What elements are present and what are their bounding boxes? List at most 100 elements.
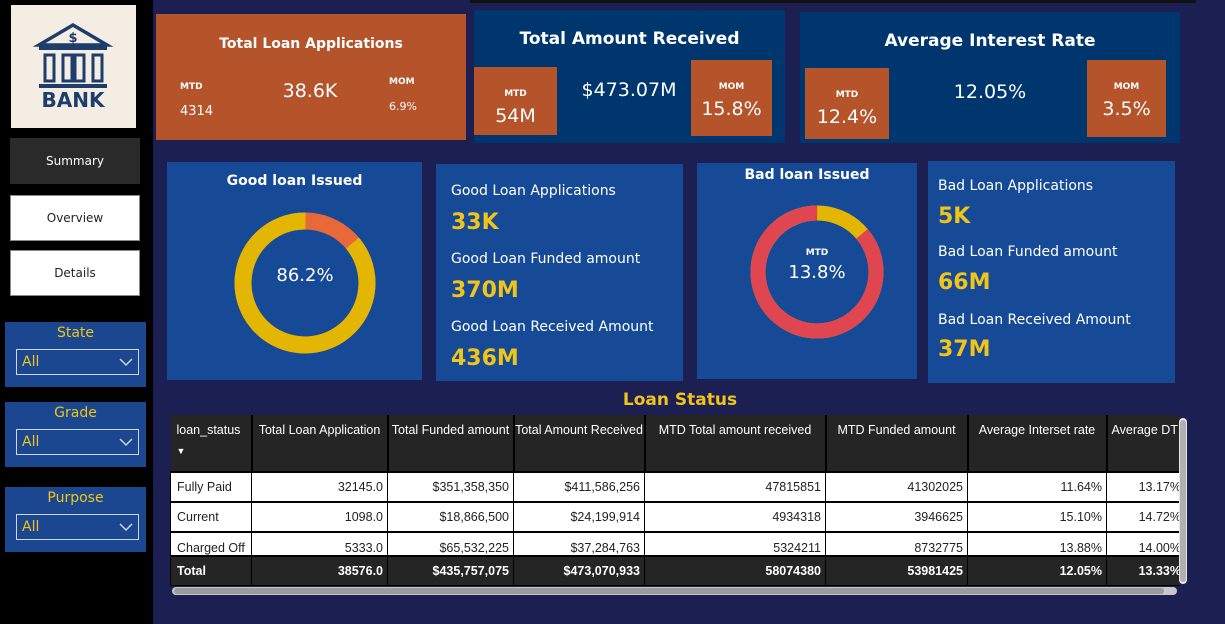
- good-loan-applications-label: Good Loan Applications: [451, 183, 616, 199]
- bad-loan-funded-value: 66M: [938, 270, 991, 295]
- kpi-value: 12.05%: [953, 81, 1027, 103]
- table-header-row: loan_status ▼ Total Loan Application Tot…: [170, 415, 1180, 472]
- bad-loan-donut: [750, 205, 884, 339]
- bad-loan-received-label: Bad Loan Received Amount: [938, 312, 1131, 328]
- nav-summary-button[interactable]: Summary: [10, 138, 140, 184]
- loan-status-table-wrapper: loan_status ▼ Total Loan Application Tot…: [170, 415, 1180, 587]
- bad-loan-title: Bad loan Issued: [744, 167, 870, 183]
- table-horizontal-scroll-thumb[interactable]: [174, 588, 1164, 594]
- table-cell: 47815851: [644, 471, 826, 503]
- table-cell: $473,070,933: [513, 555, 645, 586]
- table-cell: 5324211: [644, 531, 826, 557]
- chevron-down-icon: [119, 438, 133, 447]
- kpi-title: Total Loan Applications: [219, 36, 403, 52]
- good-loan-donut-arc: [234, 212, 376, 354]
- table-cell: 13.33%: [1106, 555, 1180, 586]
- table-cell: 13.17%: [1106, 471, 1180, 503]
- column-header-mtd-funded-amount[interactable]: MTD Funded amount: [825, 415, 969, 472]
- table-cell: Total: [170, 555, 252, 586]
- good-loan-donut: [234, 212, 376, 354]
- good-loan-percent: 86.2%: [276, 265, 334, 286]
- bad-loan-funded-label: Bad Loan Funded amount: [938, 244, 1118, 260]
- loan-status-table: loan_status ▼ Total Loan Application Tot…: [170, 415, 1180, 586]
- nav-details-button[interactable]: Details: [10, 250, 140, 296]
- mom-value: 3.5%: [1102, 98, 1151, 120]
- good-loan-funded-value: 370M: [451, 278, 519, 303]
- column-header-average-dti[interactable]: Average DTI: [1106, 415, 1180, 472]
- column-header-mtd-total-amount-received[interactable]: MTD Total amount received: [644, 415, 827, 472]
- column-header-total-loan-application[interactable]: Total Loan Application: [251, 415, 389, 472]
- grade-filter: Grade All: [5, 402, 146, 467]
- top-divider: [470, 0, 1196, 3]
- table-cell: 14.00%: [1106, 531, 1180, 557]
- grade-dropdown[interactable]: All: [16, 429, 139, 455]
- bad-loan-percent: 13.8%: [788, 262, 846, 283]
- table-cell: $351,358,350: [387, 471, 514, 503]
- column-header-label: loan_status: [176, 423, 241, 437]
- bad-loan-applications-label: Bad Loan Applications: [938, 178, 1094, 194]
- bad-loan-metrics-panel: Bad Loan Applications 5K Bad Loan Funded…: [928, 161, 1175, 383]
- mtd-value: 54M: [495, 105, 536, 127]
- mom-label: MOM: [389, 77, 415, 87]
- purpose-filter-title: Purpose: [47, 490, 104, 506]
- purpose-dropdown[interactable]: All: [16, 514, 139, 540]
- table-cell: 38576.0: [251, 555, 388, 586]
- table-row: Charged Off 5333.0 $65,532,225 $37,284,7…: [170, 531, 1180, 557]
- table-cell: $411,586,256: [513, 471, 645, 503]
- table-cell: 4934318: [644, 501, 826, 533]
- table-row: Current 1098.0 $18,866,500 $24,199,914 4…: [170, 501, 1180, 533]
- table-cell: 14.72%: [1106, 501, 1180, 533]
- state-filter-title: State: [56, 325, 95, 341]
- svg-text:$: $: [68, 31, 77, 46]
- column-header-average-interest-rate[interactable]: Average Interset rate: [967, 415, 1108, 472]
- bad-loan-issued-panel: Bad loan Issued MTD 13.8%: [697, 163, 917, 379]
- state-dropdown-value: All: [22, 354, 40, 370]
- mom-box: MOM 3.5%: [1087, 60, 1166, 137]
- column-header-loan-status[interactable]: loan_status ▼: [170, 415, 253, 472]
- column-header-total-funded-amount[interactable]: Total Funded amount: [387, 415, 515, 472]
- bad-loan-received-value: 37M: [938, 337, 991, 362]
- table-vertical-scroll-thumb[interactable]: [1180, 420, 1186, 582]
- table-cell: 12.05%: [967, 555, 1107, 586]
- mtd-value: 12.4%: [816, 106, 878, 128]
- good-loan-received-label: Good Loan Received Amount: [451, 319, 654, 335]
- kpi-total-amount-received: Total Amount Received MTD 54M $473.07M M…: [474, 10, 785, 143]
- column-header-total-amount-received[interactable]: Total Amount Received: [513, 415, 646, 472]
- table-cell: 13.88%: [967, 531, 1107, 557]
- table-cell: 3946625: [825, 501, 968, 533]
- mtd-label: MTD: [180, 82, 203, 92]
- bad-loan-applications-value: 5K: [938, 204, 971, 229]
- kpi-value: $473.07M: [581, 79, 677, 101]
- good-loan-applications-value: 33K: [451, 210, 499, 235]
- mom-value: 15.8%: [701, 98, 762, 120]
- logo-text: BANK: [42, 88, 106, 112]
- table-total-row: Total 38576.0 $435,757,075 $473,070,933 …: [170, 555, 1180, 586]
- table-cell: $435,757,075: [387, 555, 514, 586]
- state-dropdown[interactable]: All: [16, 349, 139, 375]
- good-loan-funded-label: Good Loan Funded amount: [451, 251, 641, 267]
- table-cell: Current: [170, 501, 252, 533]
- mom-label: MOM: [718, 82, 745, 92]
- mtd-value: 4314: [180, 104, 214, 119]
- mom-value: 6.9%: [389, 100, 417, 113]
- mom-label: MOM: [1113, 82, 1140, 92]
- good-loan-metrics-panel: Good Loan Applications 33K Good Loan Fun…: [436, 164, 683, 381]
- table-cell: 53981425: [825, 555, 968, 586]
- loan-status-title: Loan Status: [622, 390, 738, 410]
- grade-dropdown-value: All: [22, 434, 40, 450]
- table-cell: 32145.0: [251, 471, 388, 503]
- table-cell: 41302025: [825, 471, 968, 503]
- kpi-total-loan-applications: Total Loan Applications MTD 4314 38.6K M…: [156, 14, 466, 140]
- mtd-box: MTD 54M: [474, 67, 557, 135]
- purpose-filter: Purpose All: [5, 487, 146, 552]
- mom-box: MOM 15.8%: [691, 60, 772, 136]
- good-loan-received-value: 436M: [451, 346, 519, 371]
- table-cell: Charged Off: [170, 531, 252, 557]
- nav-overview-button[interactable]: Overview: [10, 195, 140, 241]
- table-cell: 58074380: [644, 555, 826, 586]
- mtd-label: MTD: [504, 89, 527, 99]
- bank-logo: $ BANK: [11, 5, 136, 128]
- table-cell: $65,532,225: [387, 531, 514, 557]
- good-loan-title: Good loan Issued: [226, 173, 363, 189]
- kpi-average-interest-rate: Average Interest Rate MTD 12.4% 12.05% M…: [800, 12, 1180, 143]
